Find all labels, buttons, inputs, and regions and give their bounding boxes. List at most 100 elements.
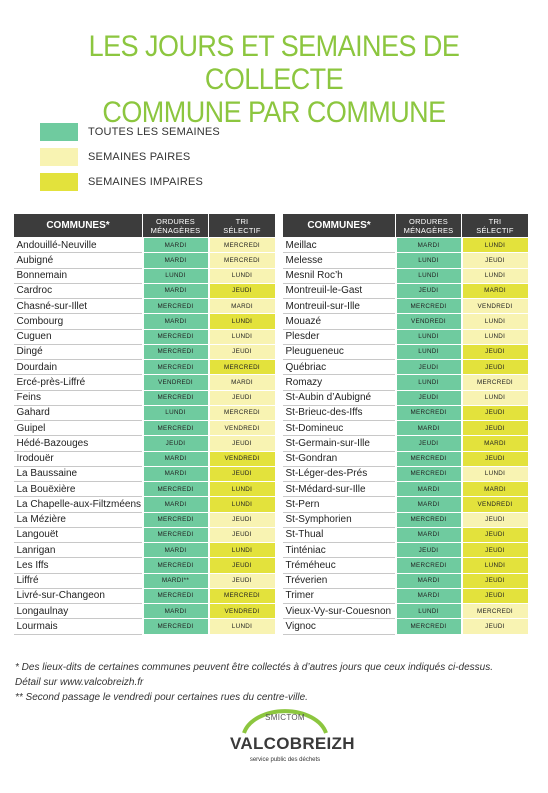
table-row: Andouillé-Neuville MARDI MERCREDI — [13, 237, 277, 254]
tri-selectif-day: LUNDI — [208, 268, 277, 284]
tri-selectif-day: MERCREDI — [461, 603, 530, 620]
commune-name: La Chapelle-aux-Filtzméens — [13, 496, 144, 513]
commune-name: Tinténiac — [282, 542, 397, 559]
table-header-row: COMMUNES* ORDURES MÉNAGÈRES TRI SÉLECTIF — [282, 213, 529, 238]
commune-name: St-Léger-des-Prés — [282, 466, 397, 483]
tri-selectif-day: LUNDI — [461, 237, 530, 254]
table-row: Hédé-Bazouges JEUDI JEUDI — [13, 435, 277, 452]
ordures-menageres-day: MERCREDI — [395, 618, 463, 635]
tri-selectif-day: JEUDI — [208, 557, 277, 574]
legend-label: SEMAINES IMPAIRES — [88, 176, 204, 188]
footnote-1: * Des lieux-dits de certaines communes p… — [15, 662, 494, 673]
header-tri-line1: TRI — [488, 216, 502, 226]
tri-selectif-day: MERCREDI — [208, 237, 277, 254]
table-row: Langouët MERCREDI JEUDI — [13, 527, 277, 544]
ordures-menageres-day: MERCREDI — [142, 527, 210, 544]
ordures-menageres-day: MERCREDI — [395, 557, 463, 574]
tri-selectif-day: JEUDI — [461, 588, 530, 605]
commune-name: Livré-sur-Changeon — [13, 588, 144, 605]
legend-item-odd: SEMAINES IMPAIRES — [40, 173, 220, 191]
ordures-menageres-day: MARDI — [395, 496, 463, 513]
ordures-menageres-day: MERCREDI — [142, 420, 210, 437]
tri-selectif-day: MARDI — [208, 298, 277, 315]
tri-selectif-day: LUNDI — [461, 268, 530, 284]
logo-tagline: service public des déchets — [249, 757, 321, 763]
commune-name: Gahard — [13, 405, 144, 422]
commune-name: Aubigné — [13, 252, 144, 269]
header-tri-selectif: TRI SÉLECTIF — [208, 213, 276, 238]
ordures-menageres-day: MERCREDI — [142, 344, 210, 361]
tri-selectif-day: LUNDI — [461, 390, 530, 406]
commune-name: Vieux-Vy-sur-Couesnon — [282, 603, 397, 620]
ordures-menageres-day: LUNDI — [395, 344, 463, 361]
table-row: La Bouëxière MERCREDI LUNDI — [13, 481, 277, 498]
tri-selectif-day: JEUDI — [208, 527, 277, 544]
commune-name: Mesnil Roc’h — [282, 268, 397, 284]
commune-name: St-Domineuc — [282, 420, 397, 437]
footnotes: * Des lieux-dits de certaines communes p… — [15, 660, 493, 705]
tri-selectif-day: MARDI — [461, 481, 530, 498]
header-communes: COMMUNES* — [13, 213, 143, 238]
commune-name: Montreuil-le-Gast — [282, 283, 397, 300]
commune-name: Longaulnay — [13, 603, 144, 620]
ordures-menageres-day: MARDI — [142, 252, 210, 269]
tri-selectif-day: MERCREDI — [208, 588, 277, 605]
commune-name: La Baussaine — [13, 466, 144, 483]
table-row: Irodouër MARDI VENDREDI — [13, 451, 277, 467]
ordures-menageres-day: MARDI — [395, 237, 463, 254]
ordures-menageres-day: JEUDI — [395, 283, 463, 300]
ordures-menageres-day: MERCREDI — [142, 557, 210, 574]
ordures-menageres-day: MERCREDI — [395, 451, 463, 467]
header-om-line2: MÉNAGÈRES — [403, 225, 454, 235]
tri-selectif-day: MERCREDI — [461, 374, 530, 391]
table-row: Tréverien MARDI JEUDI — [282, 573, 530, 589]
legend-swatch-all — [40, 123, 78, 141]
tri-selectif-day: JEUDI — [208, 466, 277, 483]
table-row: Vignoc MERCREDI JEUDI — [282, 618, 530, 635]
tri-selectif-day: VENDREDI — [208, 420, 277, 437]
table-row: Lourmais MERCREDI LUNDI — [13, 618, 277, 635]
table-row: Montreuil-le-Gast JEUDI MARDI — [282, 283, 530, 300]
tri-selectif-day: JEUDI — [208, 390, 277, 406]
ordures-menageres-day: MARDI — [142, 496, 210, 513]
commune-name: Melesse — [282, 252, 397, 269]
commune-name: Tréméheuc — [282, 557, 397, 574]
tri-selectif-day: MERCREDI — [208, 252, 277, 269]
commune-name: La Mézière — [13, 512, 144, 528]
logo-smictom: SMICTOM — [265, 713, 305, 722]
page-title: LES JOURS ET SEMAINES DE COLLECTE COMMUN… — [27, 30, 520, 129]
tri-selectif-day: LUNDI — [461, 466, 530, 483]
commune-name: Ercé-près-Liffré — [13, 374, 144, 391]
commune-name: Lanrigan — [13, 542, 144, 559]
legend: TOUTES LES SEMAINES SEMAINES PAIRES SEMA… — [40, 123, 220, 198]
tri-selectif-day: VENDREDI — [461, 298, 530, 315]
ordures-menageres-day: MERCREDI — [395, 298, 463, 315]
valcobreizh-logo: SMICTOM VALCOBREIZH service public des d… — [230, 703, 355, 783]
commune-name: Andouillé-Neuville — [13, 237, 144, 254]
ordures-menageres-day: JEUDI — [395, 359, 463, 376]
tri-selectif-day: JEUDI — [208, 512, 277, 528]
ordures-menageres-day: MERCREDI — [395, 466, 463, 483]
header-tri-line2: SÉLECTIF — [223, 225, 261, 235]
commune-name: Les Iffs — [13, 557, 144, 574]
commune-name: Pleugueneuc — [282, 344, 397, 361]
tri-selectif-day: VENDREDI — [208, 451, 277, 467]
tri-selectif-day: VENDREDI — [461, 496, 530, 513]
table-row: Aubigné MARDI MERCREDI — [13, 252, 277, 269]
commune-name: St-Aubin d’Aubigné — [282, 390, 397, 406]
tri-selectif-day: MARDI — [461, 435, 530, 452]
commune-name: Plesder — [282, 329, 397, 345]
table-row: St-Aubin d’Aubigné JEUDI LUNDI — [282, 390, 530, 406]
tri-selectif-day: LUNDI — [208, 496, 277, 513]
tri-selectif-day: JEUDI — [461, 527, 530, 544]
ordures-menageres-day: MARDI — [142, 237, 210, 254]
footnote-link-line: Détail sur www.valcobreizh.fr — [15, 677, 144, 688]
tri-selectif-day: LUNDI — [461, 313, 530, 330]
commune-name: Feins — [13, 390, 144, 406]
commune-name: Mouazé — [282, 313, 397, 330]
table-row: Cuguen MERCREDI LUNDI — [13, 329, 277, 345]
ordures-menageres-day: LUNDI — [395, 268, 463, 284]
table-row: Les Iffs MERCREDI JEUDI — [13, 557, 277, 574]
table-row: Tréméheuc MERCREDI LUNDI — [282, 557, 530, 574]
ordures-menageres-day: MARDI — [142, 283, 210, 300]
